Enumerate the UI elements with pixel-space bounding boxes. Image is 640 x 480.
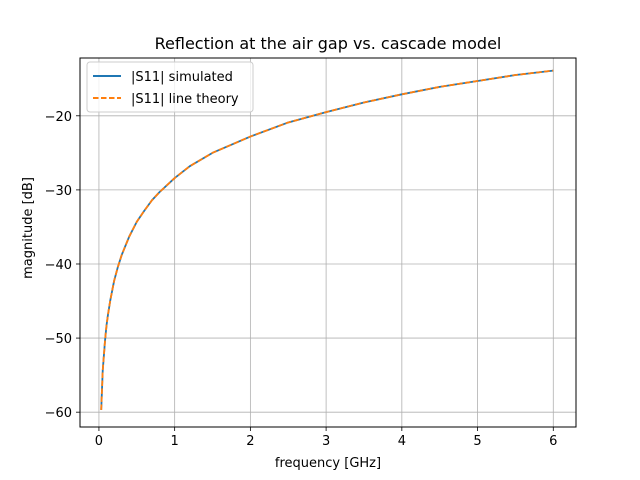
x-tick-label: 4 — [398, 434, 406, 449]
legend-box — [86, 61, 254, 113]
x-axis-title: frequency [GHz] — [275, 456, 381, 471]
x-tick-label: 0 — [95, 434, 103, 449]
grid — [80, 58, 576, 427]
y-tick-label: −30 — [45, 184, 72, 199]
x-tick-label: 6 — [549, 434, 557, 449]
legend-label-line-theory: |S11| line theory — [131, 92, 239, 107]
chart-title: Reflection at the air gap vs. cascade mo… — [155, 34, 502, 53]
series-line-line-theory — [100, 69, 554, 410]
plot-series — [100, 69, 554, 410]
y-tick-label: −20 — [45, 110, 72, 125]
axis-ticks: 0 1 2 3 4 5 6 −60 −50 −40 −30 −20 — [45, 110, 558, 449]
y-tick-label: −60 — [45, 406, 72, 421]
plot-area-frame — [79, 57, 577, 428]
x-tick-label: 2 — [246, 434, 254, 449]
x-tick-label: 5 — [473, 434, 481, 449]
x-tick-label: 1 — [171, 434, 179, 449]
y-tick-label: −40 — [45, 258, 72, 273]
x-tick-label: 3 — [322, 434, 330, 449]
y-tick-label: −50 — [45, 332, 72, 347]
y-axis-title: magnitude [dB] — [21, 177, 36, 279]
legend: |S11| simulated |S11| line theory — [86, 61, 254, 113]
legend-label-simulated: |S11| simulated — [131, 70, 233, 85]
